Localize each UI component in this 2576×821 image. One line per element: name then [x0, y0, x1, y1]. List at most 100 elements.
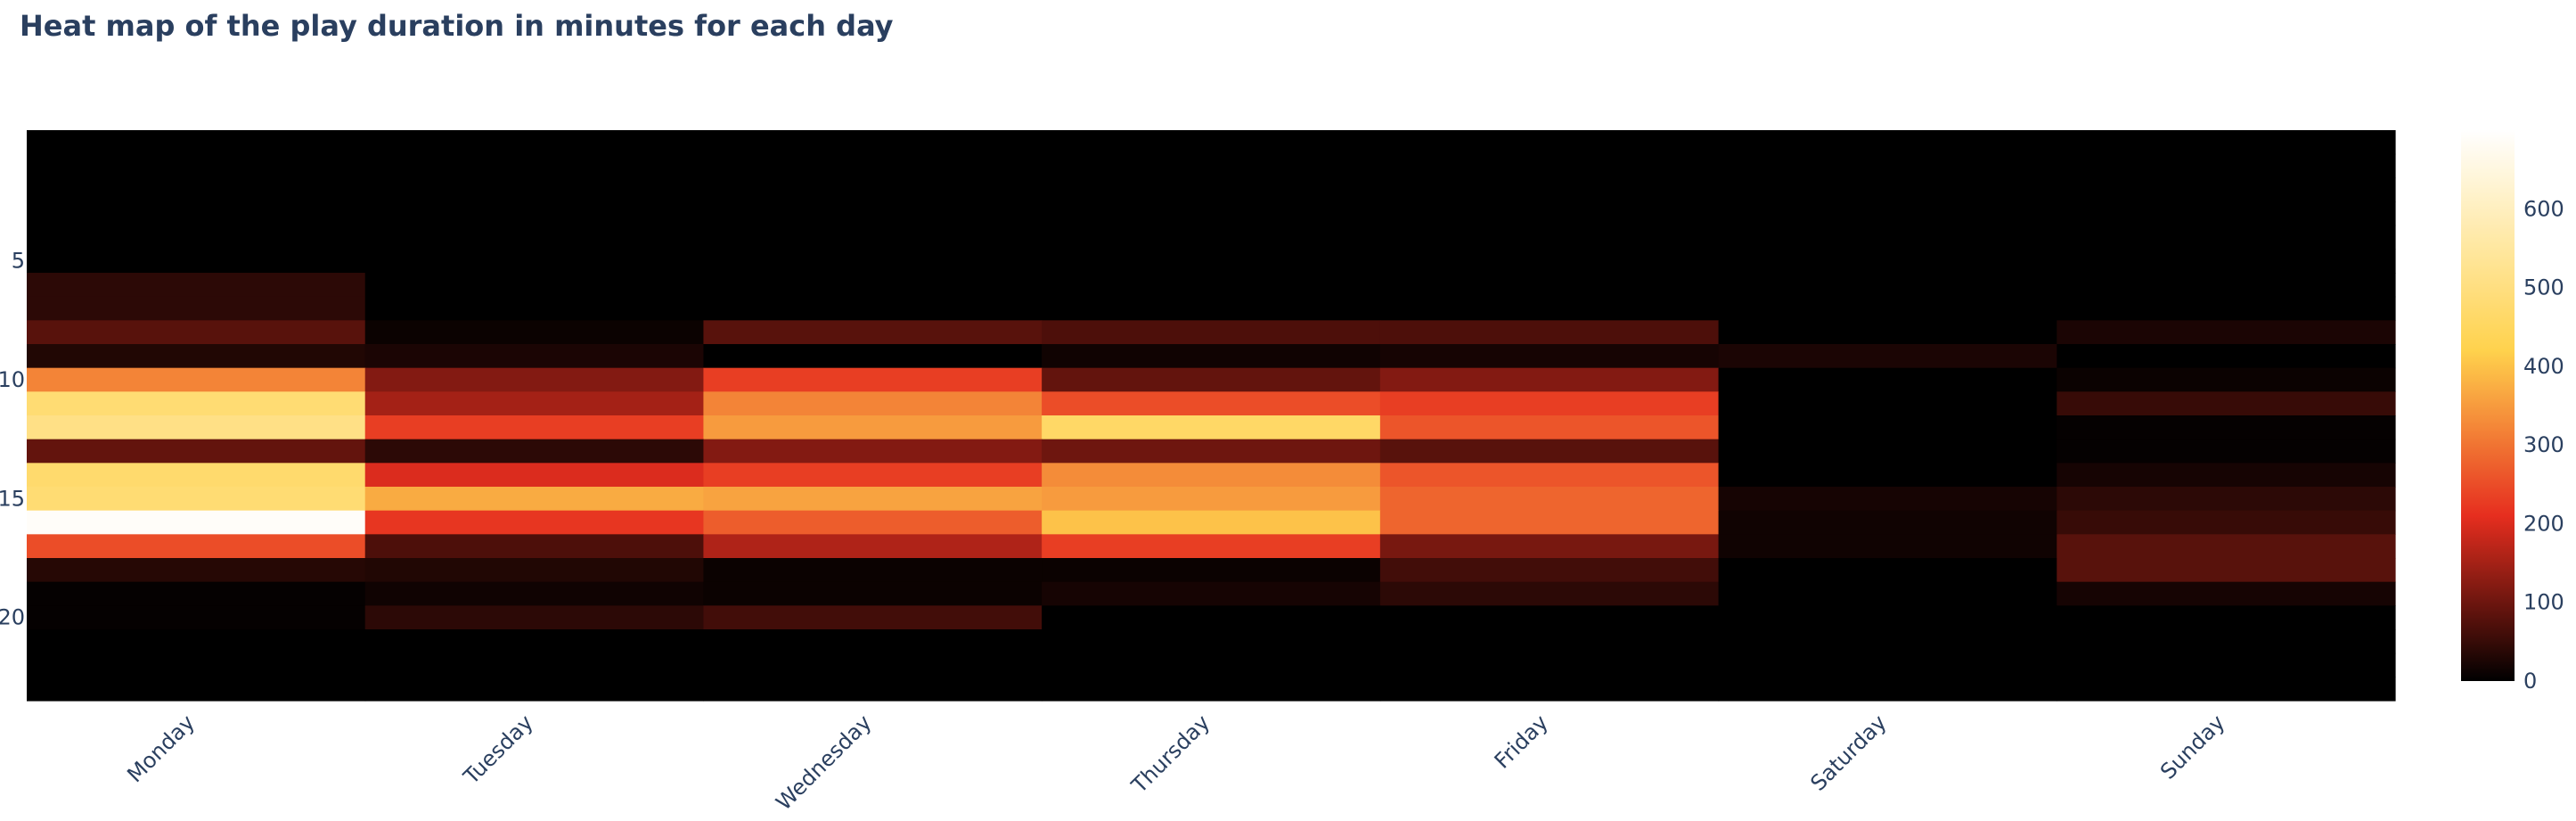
heatmap-cell — [2057, 439, 2396, 464]
heatmap-cell — [2057, 581, 2396, 606]
heatmap-cell — [1042, 510, 1381, 535]
heatmap-cell — [27, 463, 366, 488]
heatmap-cell — [27, 677, 366, 702]
heatmap-cell — [703, 510, 1043, 535]
heatmap-cell — [27, 415, 366, 440]
heatmap-cell — [1718, 153, 2057, 178]
heatmap-cell — [364, 177, 705, 202]
heatmap-cell — [27, 201, 366, 226]
heatmap-cell — [703, 249, 1043, 274]
heatmap-cell — [703, 558, 1043, 583]
heatmap-cell — [2057, 249, 2396, 274]
colorbar-tick-label: 500 — [2523, 275, 2564, 300]
heatmap-cell — [1718, 296, 2057, 321]
heatmap-cell — [1042, 153, 1381, 178]
heatmap-cell — [703, 653, 1043, 677]
heatmap-cell — [1379, 273, 1720, 298]
x-tick-label: Monday — [122, 710, 200, 787]
heatmap-cell — [1042, 439, 1381, 464]
heatmap-cell — [27, 439, 366, 464]
heatmap-cell — [364, 581, 705, 606]
heatmap-cell — [1718, 225, 2057, 250]
x-tick-label: Tuesday — [458, 710, 538, 790]
heatmap-cell — [703, 367, 1043, 392]
heatmap-cell — [703, 415, 1043, 440]
heatmap-cell — [27, 296, 366, 321]
heatmap-cell — [703, 439, 1043, 464]
heatmap-cell — [27, 367, 366, 392]
heatmap-cell — [1042, 415, 1381, 440]
heatmap-cell — [1718, 177, 2057, 202]
heatmap-cell — [1718, 439, 2057, 464]
heatmap-cell — [364, 249, 705, 274]
heatmap-cell — [2057, 273, 2396, 298]
heatmap-cell — [1718, 487, 2057, 512]
heatmap-cell — [703, 177, 1043, 202]
heatmap-cell — [27, 225, 366, 250]
heatmap-cell — [1718, 249, 2057, 274]
heatmap-cell — [27, 249, 366, 274]
heatmap-cell — [1718, 415, 2057, 440]
x-tick-label: Thursday — [1126, 710, 1214, 798]
y-tick-label: 10 — [0, 367, 25, 392]
heatmap-cell — [27, 344, 366, 369]
heatmap-cell — [1718, 367, 2057, 392]
colorbar-tick-label: 200 — [2523, 511, 2564, 536]
colorbar-tick-label: 0 — [2523, 669, 2537, 694]
heatmap-cell — [364, 439, 705, 464]
heatmap-cell — [1718, 534, 2057, 559]
heatmap-cell — [364, 367, 705, 392]
heatmap-cell — [364, 320, 705, 345]
heatmap-cell — [1379, 367, 1720, 392]
heatmap-cell — [1042, 534, 1381, 559]
heatmap-cell — [703, 225, 1043, 250]
heatmap-cell — [1042, 201, 1381, 226]
heatmap-cell — [2057, 510, 2396, 535]
heatmap-cell — [2057, 225, 2396, 250]
heatmap-cell — [364, 296, 705, 321]
heatmap-cell — [27, 558, 366, 583]
heatmap-cell — [1042, 367, 1381, 392]
heatmap-cell — [2057, 391, 2396, 416]
heatmap-cell — [364, 677, 705, 702]
heatmap-cell — [703, 677, 1043, 702]
heatmap-cell — [2057, 296, 2396, 321]
colorbar — [2461, 130, 2515, 681]
colorbar-tick-label: 300 — [2523, 432, 2564, 457]
heatmap-cell — [1379, 653, 1720, 677]
heatmap-cell — [1379, 225, 1720, 250]
heatmap-cell — [1379, 605, 1720, 630]
heatmap-cell — [364, 605, 705, 630]
colorbar-tick-label: 400 — [2523, 354, 2564, 379]
heatmap-cell — [1718, 344, 2057, 369]
heatmap-cell — [1042, 273, 1381, 298]
heatmap-cell — [703, 273, 1043, 298]
heatmap-cell — [703, 296, 1043, 321]
heatmap-cell — [364, 510, 705, 535]
heatmap-cell — [703, 605, 1043, 630]
heatmap-cell — [1379, 581, 1720, 606]
heatmap-cell — [1379, 320, 1720, 345]
heatmap-cell — [364, 415, 705, 440]
x-tick-label: Wednesday — [771, 710, 876, 815]
heatmap-cell — [364, 344, 705, 369]
heatmap-cell — [2057, 558, 2396, 583]
heatmap-cell — [1379, 201, 1720, 226]
heatmap-cell — [364, 558, 705, 583]
heatmap-cell — [1042, 130, 1381, 155]
x-tick-label: Sunday — [2155, 710, 2229, 784]
heatmap-cell — [364, 629, 705, 654]
heatmap-cell — [1379, 177, 1720, 202]
heatmap-cell — [1379, 153, 1720, 178]
heatmap-cell — [703, 487, 1043, 512]
heatmap-cell — [27, 534, 366, 559]
heatmap-cell — [27, 391, 366, 416]
heatmap-cell — [27, 653, 366, 677]
heatmap-cell — [2057, 177, 2396, 202]
heatmap-cell — [1042, 177, 1381, 202]
heatmap-cell — [1042, 225, 1381, 250]
colorbar-tick-label: 600 — [2523, 196, 2564, 221]
heatmap-cell — [27, 320, 366, 345]
heatmap-cell — [1718, 130, 2057, 155]
x-tick-label: Saturday — [1805, 710, 1891, 795]
